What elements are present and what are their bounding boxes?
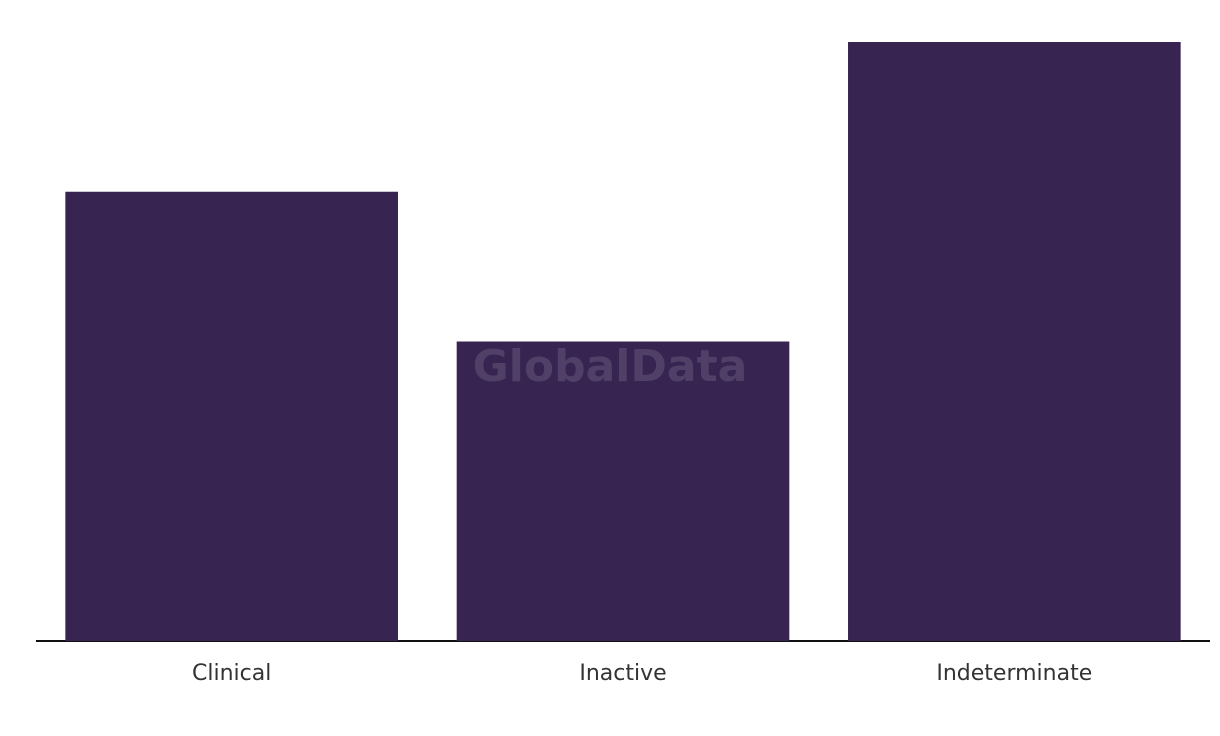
watermark: GlobalData [473, 341, 748, 392]
bar [848, 42, 1181, 641]
bar [65, 191, 398, 641]
x-tick-label: Inactive [579, 661, 666, 686]
x-tick-label: Clinical [192, 661, 271, 686]
bar [456, 341, 790, 641]
x-tick-label: Indeterminate [936, 661, 1092, 686]
